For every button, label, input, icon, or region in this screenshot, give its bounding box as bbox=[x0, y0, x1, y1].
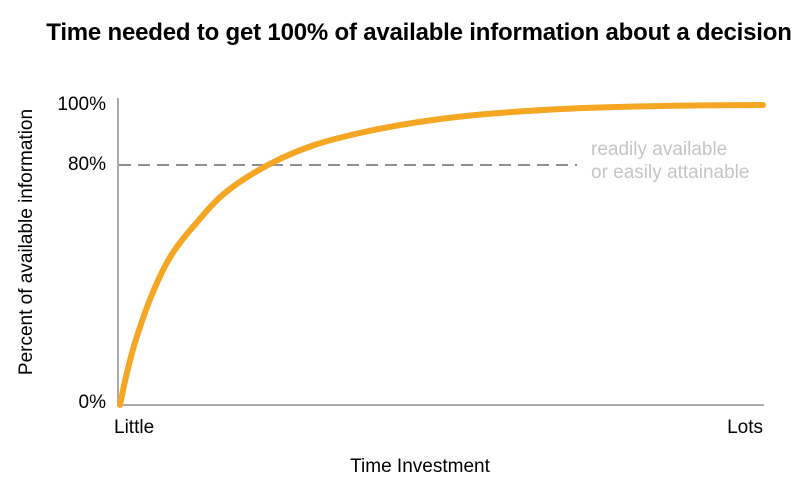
y-tick-label-0: 0% bbox=[78, 392, 106, 413]
annotation-line-2: or easily attainable bbox=[591, 162, 750, 183]
chart-title: Time needed to get 100% of available inf… bbox=[46, 19, 792, 46]
y-axis-title: Percent of available information bbox=[16, 108, 37, 376]
reference-line-annotation: readily available or easily attainable bbox=[591, 138, 749, 184]
x-tick-label-lots: Lots bbox=[727, 417, 763, 438]
x-tick-label-little: Little bbox=[114, 417, 155, 438]
annotation-line-1: readily available bbox=[591, 139, 728, 160]
information-curve bbox=[117, 102, 766, 408]
y-tick-label-100: 100% bbox=[57, 94, 106, 115]
x-axis-title: Time Investment bbox=[350, 456, 490, 477]
y-tick-label-80: 80% bbox=[67, 154, 106, 175]
